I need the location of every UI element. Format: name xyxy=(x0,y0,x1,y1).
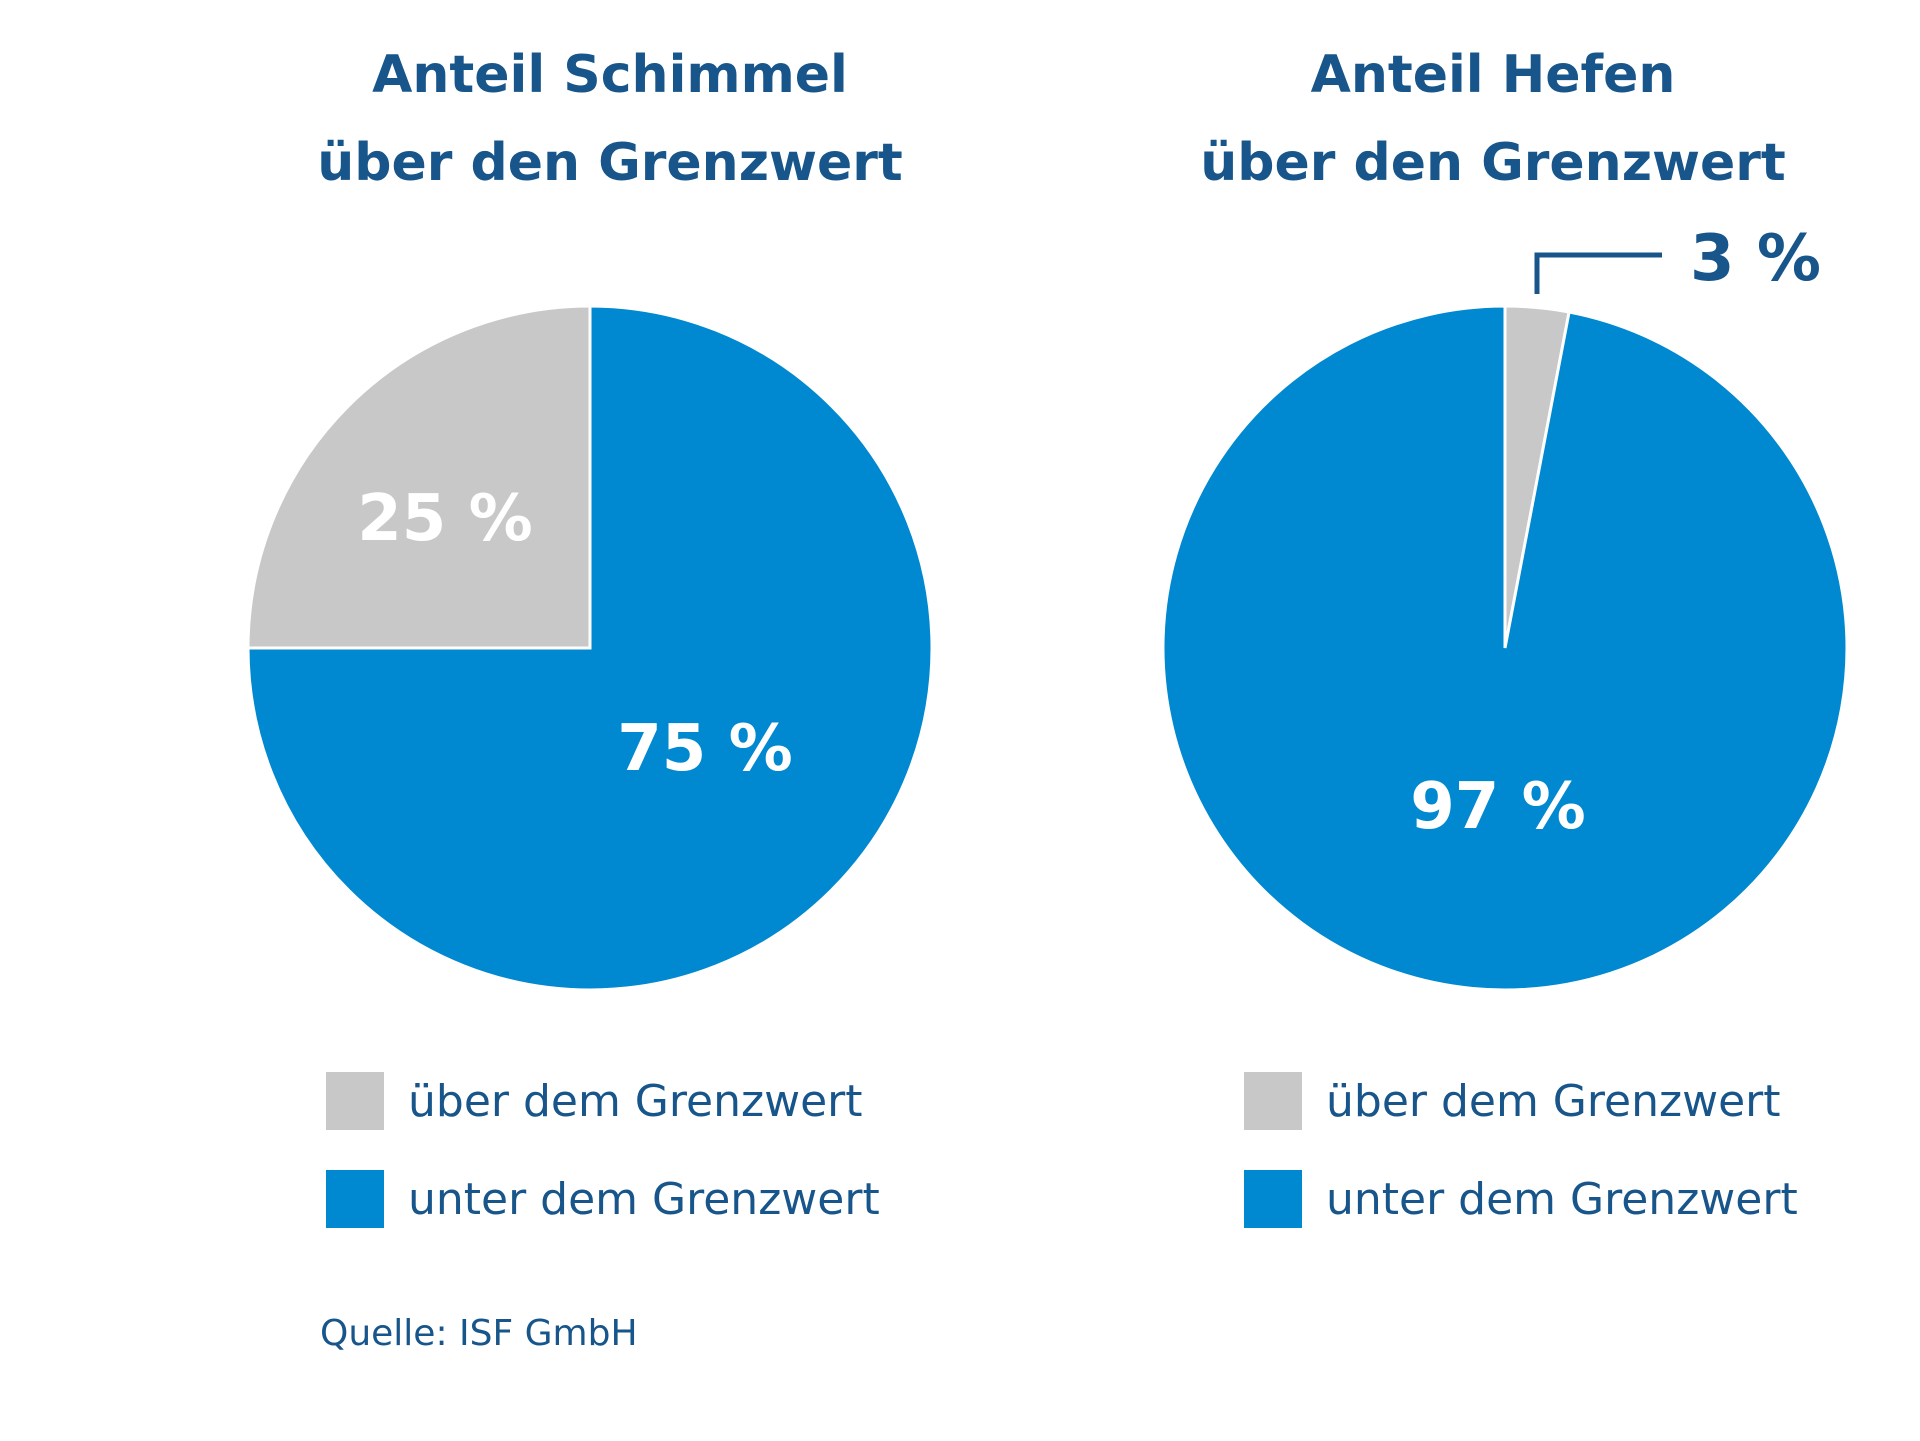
chart-hefen-title-line-1: Anteil Hefen xyxy=(1311,45,1676,105)
chart-schimmel-legend-swatch-above xyxy=(326,1072,384,1130)
chart-hefen-legend-label-above: über dem Grenzwert xyxy=(1326,1076,1780,1127)
chart-schimmel-slice-above xyxy=(246,304,592,650)
chart-hefen-label-above: 3 % xyxy=(1690,222,1821,296)
chart-hefen-slice-below xyxy=(1161,304,1849,992)
chart-schimmel-title-line-2: über den Grenzwert xyxy=(317,133,903,193)
chart-schimmel-label-below: 75 % xyxy=(617,712,792,786)
chart-hefen-legend-swatch-below xyxy=(1244,1170,1302,1228)
chart-hefen-title-line-2: über den Grenzwert xyxy=(1200,133,1786,193)
chart-schimmel-legend-label-below: unter dem Grenzwert xyxy=(408,1174,880,1225)
chart-hefen-legend-label-below: unter dem Grenzwert xyxy=(1326,1174,1798,1225)
chart-schimmel-legend-swatch-below xyxy=(326,1170,384,1228)
chart-schimmel: Anteil Schimmel über den Grenzwert 25 % … xyxy=(246,45,934,1228)
chart-schimmel-legend-label-above: über dem Grenzwert xyxy=(408,1076,862,1127)
source-note: Quelle: ISF GmbH xyxy=(320,1313,638,1354)
chart-schimmel-label-above: 25 % xyxy=(357,482,532,556)
chart-hefen-legend-swatch-above xyxy=(1244,1072,1302,1130)
chart-hefen-label-below: 97 % xyxy=(1410,770,1585,844)
chart-schimmel-title-line-1: Anteil Schimmel xyxy=(372,45,848,105)
chart-hefen: Anteil Hefen über den Grenzwert 3 % 97 %… xyxy=(1161,45,1849,1228)
chart-schimmel-slice-below xyxy=(246,304,934,992)
chart-hefen-callout-line xyxy=(1534,252,1662,294)
